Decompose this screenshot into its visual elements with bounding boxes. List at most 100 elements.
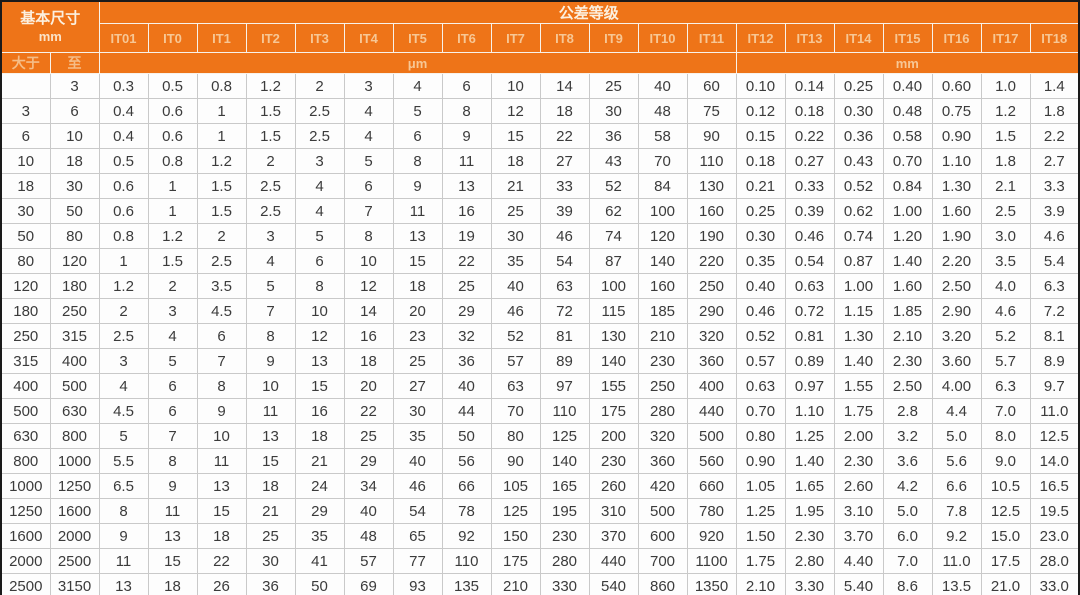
- cell-value: 40: [392, 448, 443, 474]
- cell-value: 2.5: [294, 123, 345, 149]
- cell-value: 74: [588, 223, 639, 249]
- cell-value: 48: [343, 523, 394, 549]
- cell-value: 0.60: [931, 73, 982, 99]
- cell-value: 1.60: [931, 198, 982, 224]
- cell-value: 0.5: [98, 148, 149, 174]
- cell-value: 320: [686, 323, 737, 349]
- cell-value: 125: [539, 423, 590, 449]
- cell-value: 5.0: [931, 423, 982, 449]
- cell-value: 3: [294, 148, 345, 174]
- cell-value: 560: [686, 448, 737, 474]
- cell-to: 250: [49, 298, 100, 324]
- cell-to: 10: [49, 123, 100, 149]
- table-row: 180 250 2 3 4.5 7 10 14 20 29 46 72 115 185 290 0.46 0.7…: [0, 298, 1080, 324]
- cell-value: 2.50: [882, 373, 933, 399]
- cell-value: 44: [441, 398, 492, 424]
- cell-value: 30: [490, 223, 541, 249]
- cell-value: 6.3: [1029, 273, 1080, 299]
- cell-over: 1000: [0, 473, 51, 499]
- cell-value: 15: [490, 123, 541, 149]
- cell-value: 11: [98, 548, 149, 574]
- cell-value: 0.90: [735, 448, 786, 474]
- cell-value: 6: [392, 123, 443, 149]
- cell-value: 36: [441, 348, 492, 374]
- cell-value: 13: [441, 173, 492, 199]
- cell-value: 1.5: [245, 123, 296, 149]
- cell-value: 8: [343, 223, 394, 249]
- cell-value: 16: [294, 398, 345, 424]
- cell-value: 8.9: [1029, 348, 1080, 374]
- cell-value: 160: [637, 273, 688, 299]
- cell-value: 29: [294, 498, 345, 524]
- cell-value: 4: [98, 373, 149, 399]
- cell-over: [0, 73, 51, 99]
- cell-value: 3.0: [980, 223, 1031, 249]
- cell-value: 100: [588, 273, 639, 299]
- cell-value: 1.0: [980, 73, 1031, 99]
- cell-value: 0.81: [784, 323, 835, 349]
- cell-value: 1.65: [784, 473, 835, 499]
- cell-over: 10: [0, 148, 51, 174]
- cell-value: 1.85: [882, 298, 933, 324]
- cell-value: 1.2: [980, 98, 1031, 124]
- cell-value: 105: [490, 473, 541, 499]
- cell-value: 6.5: [98, 473, 149, 499]
- cell-value: 3: [147, 298, 198, 324]
- cell-value: 0.6: [147, 98, 198, 124]
- cell-value: 90: [490, 448, 541, 474]
- cell-value: 6.6: [931, 473, 982, 499]
- to-column-header: 至: [49, 52, 100, 74]
- cell-value: 1.05: [735, 473, 786, 499]
- cell-value: 1.40: [882, 248, 933, 274]
- cell-value: 165: [539, 473, 590, 499]
- cell-value: 40: [343, 498, 394, 524]
- cell-value: 29: [343, 448, 394, 474]
- cell-value: 21: [490, 173, 541, 199]
- cell-value: 0.72: [784, 298, 835, 324]
- cell-value: 0.63: [784, 273, 835, 299]
- cell-value: 39: [539, 198, 590, 224]
- cell-value: 230: [588, 448, 639, 474]
- cell-value: 3.5: [980, 248, 1031, 274]
- cell-value: 0.27: [784, 148, 835, 174]
- cell-value: 7.0: [882, 548, 933, 574]
- cell-value: 0.30: [833, 98, 884, 124]
- cell-value: 2.5: [980, 198, 1031, 224]
- cell-value: 66: [441, 473, 492, 499]
- table-header: 基本尺寸 mm 公差等级 IT01 IT0 IT1 IT2 IT3 IT4 IT5 IT6 IT…: [0, 0, 1080, 74]
- cell-value: 54: [392, 498, 443, 524]
- cell-value: 9.0: [980, 448, 1031, 474]
- cell-value: 0.14: [784, 73, 835, 99]
- table-row: 18 30 0.6 1 1.5 2.5 4 6 9 13 21 33 52 84 130 0.21 0.33 0.…: [0, 173, 1080, 199]
- micrometer-unit-header: μm: [98, 52, 737, 74]
- it-grade-it6: IT6: [441, 23, 492, 53]
- cell-over: 180: [0, 298, 51, 324]
- cell-value: 2.10: [735, 573, 786, 595]
- table-row: 1250 1600 8 11 15 21 29 40 54 78 125 195 310 500 780 1.…: [0, 498, 1080, 524]
- cell-value: 77: [392, 548, 443, 574]
- cell-value: 10: [196, 423, 247, 449]
- cell-value: 8: [245, 323, 296, 349]
- cell-to: 500: [49, 373, 100, 399]
- cell-value: 22: [343, 398, 394, 424]
- cell-value: 2: [245, 148, 296, 174]
- cell-over: 2500: [0, 573, 51, 595]
- cell-value: 4: [343, 123, 394, 149]
- cell-value: 41: [294, 548, 345, 574]
- cell-value: 280: [637, 398, 688, 424]
- cell-value: 75: [686, 98, 737, 124]
- cell-value: 46: [490, 298, 541, 324]
- cell-value: 5: [343, 148, 394, 174]
- cell-value: 57: [343, 548, 394, 574]
- cell-value: 62: [588, 198, 639, 224]
- cell-value: 0.35: [735, 248, 786, 274]
- cell-value: 7: [343, 198, 394, 224]
- cell-value: 90: [686, 123, 737, 149]
- cell-value: 0.15: [735, 123, 786, 149]
- cell-value: 35: [392, 423, 443, 449]
- cell-to: 50: [49, 198, 100, 224]
- cell-over: 400: [0, 373, 51, 399]
- cell-value: 14.0: [1029, 448, 1080, 474]
- cell-value: 12.5: [980, 498, 1031, 524]
- cell-value: 4.2: [882, 473, 933, 499]
